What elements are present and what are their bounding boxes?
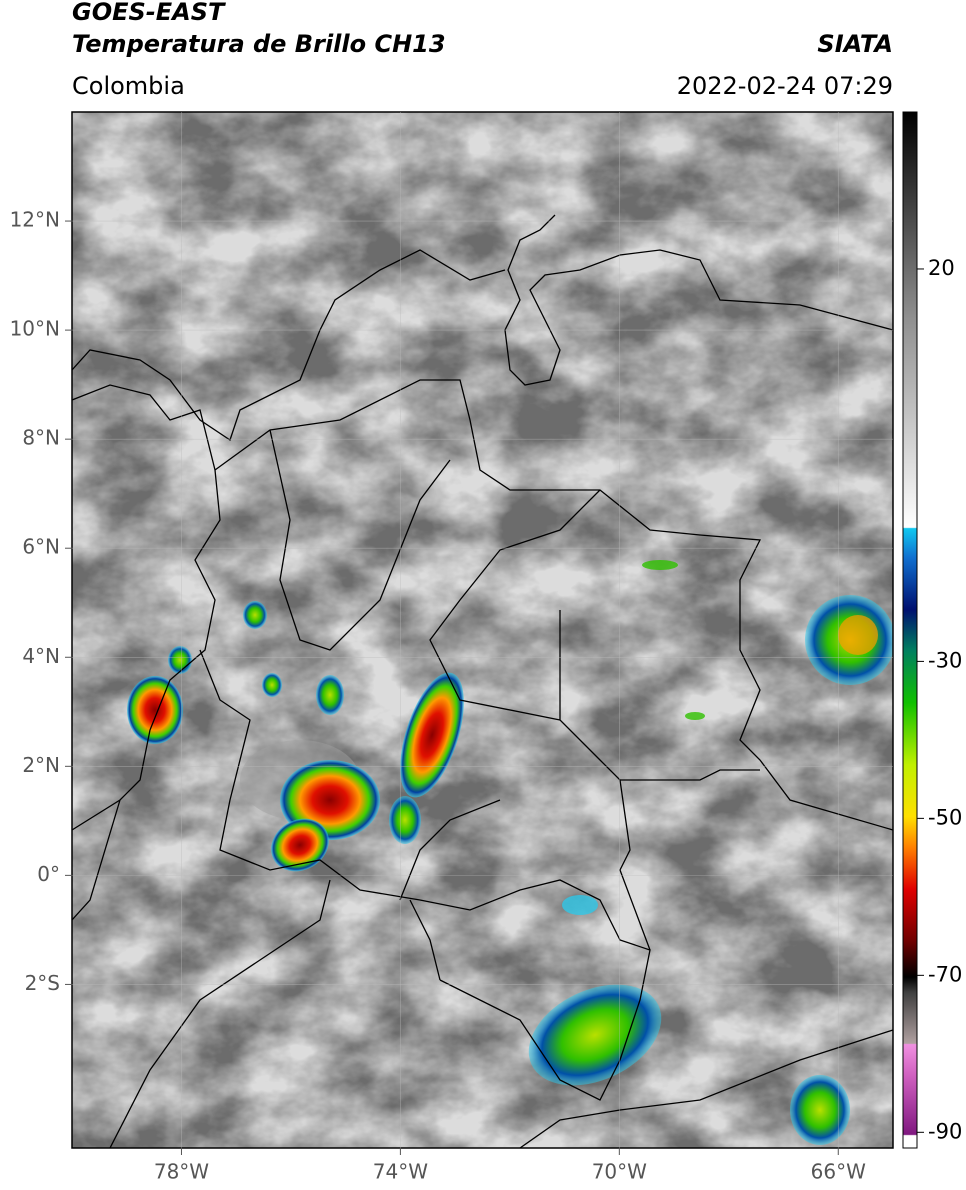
x-tick-label: 78°W: [154, 1160, 209, 1184]
colorbar-tick-label: -70: [928, 962, 962, 986]
y-tick-label: 12°N: [10, 208, 60, 232]
colorbar-tick-label: -30: [928, 648, 962, 672]
y-tick-label: 8°N: [22, 426, 60, 450]
map-frame: [71, 111, 894, 1149]
satellite-image: [72, 112, 893, 1148]
x-tick-label: 66°W: [811, 1160, 866, 1184]
y-tick-label: 2°S: [25, 971, 60, 995]
region: Colombia: [72, 72, 185, 100]
y-tick-label: 6°N: [22, 535, 60, 559]
source: SIATA: [817, 30, 893, 58]
x-tick-label: 74°W: [373, 1160, 428, 1184]
colorbar: [902, 111, 918, 1149]
colorbar-tick-label: -50: [928, 805, 962, 829]
datetime: 2022-02-24 07:29: [677, 72, 893, 100]
y-tick-label: 0°: [37, 862, 60, 886]
title: GOES-EAST: [72, 0, 226, 26]
colorbar-tick-label: 20: [928, 256, 955, 280]
y-tick-label: 4°N: [22, 644, 60, 668]
y-tick-label: 2°N: [22, 753, 60, 777]
x-tick-label: 70°W: [592, 1160, 647, 1184]
y-tick-label: 10°N: [10, 317, 60, 341]
colorbar-tick-label: -90: [928, 1119, 962, 1143]
subtitle: Temperatura de Brillo CH13: [72, 30, 446, 58]
